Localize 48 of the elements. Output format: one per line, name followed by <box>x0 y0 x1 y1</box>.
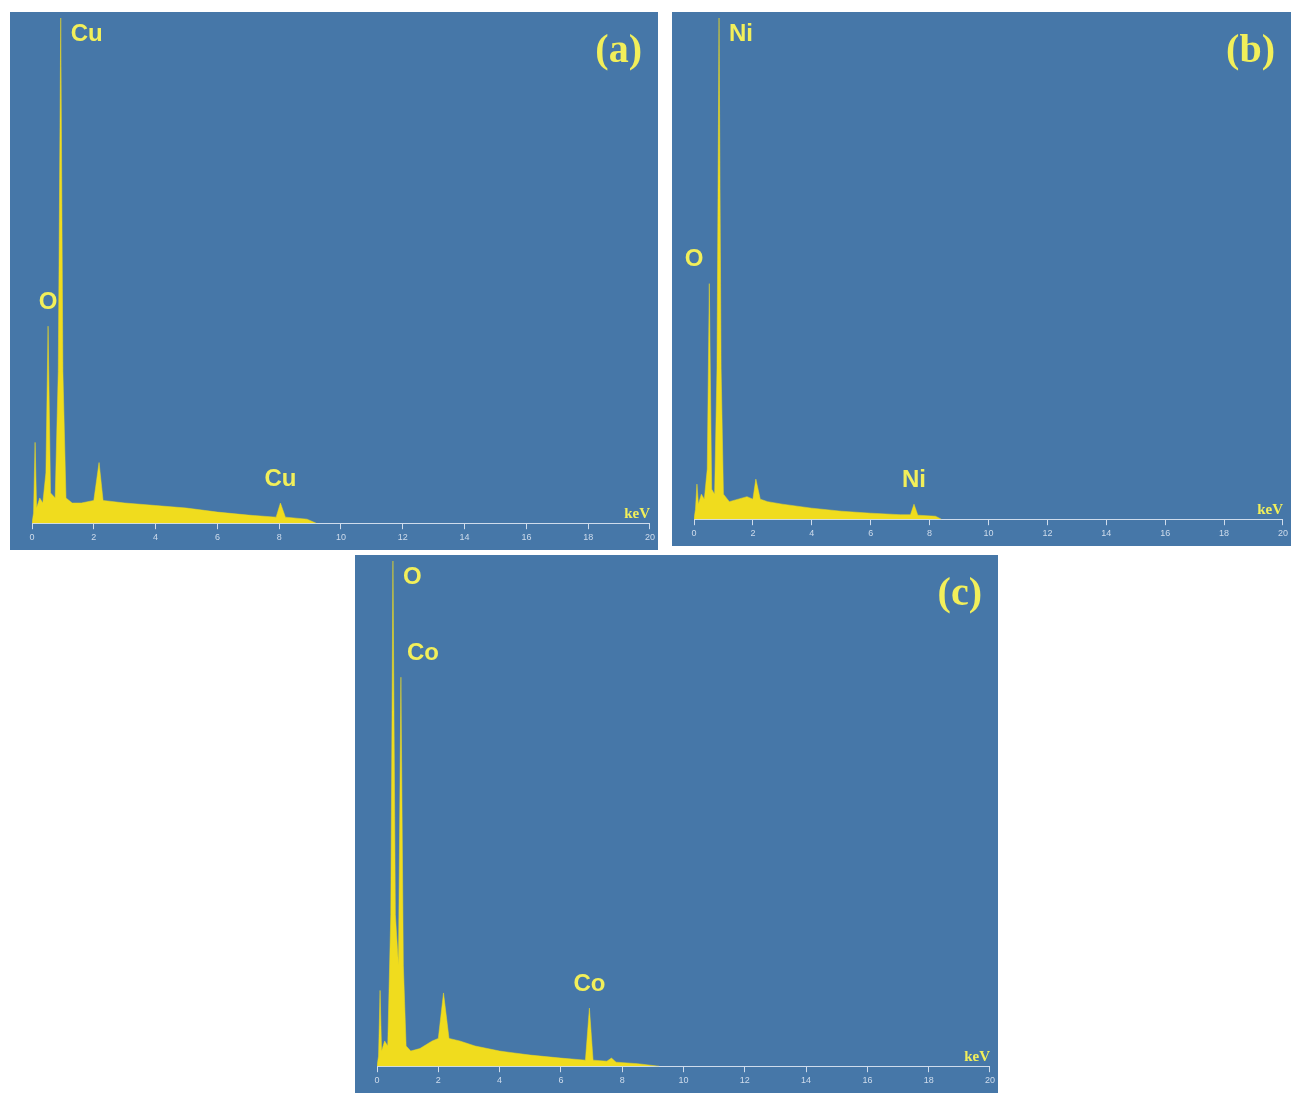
annotation: O <box>38 286 58 314</box>
annotation: Co <box>573 968 606 996</box>
x-tick-label: 12 <box>739 1075 750 1086</box>
x-tick-label: 18 <box>923 1075 934 1086</box>
annotation: O <box>684 244 704 272</box>
x-tick-label: 6 <box>214 532 220 543</box>
x-tick-label: 16 <box>521 532 532 543</box>
x-tick-label: 14 <box>459 532 470 543</box>
x-tick-label: 20 <box>984 1075 995 1086</box>
annotation: Co <box>406 637 439 665</box>
x-tick-label: 20 <box>1277 528 1288 539</box>
x-tick-label: 8 <box>276 532 282 543</box>
x-tick-label: 0 <box>29 532 35 543</box>
annotation: Cu <box>264 463 297 491</box>
x-tick-label: 18 <box>1219 528 1230 539</box>
x-tick-label: 0 <box>374 1075 380 1086</box>
x-tick-label: 12 <box>397 532 408 543</box>
x-tick-label: 16 <box>862 1075 873 1086</box>
chart-title: (a) <box>595 26 642 72</box>
x-tick-label: 10 <box>335 532 347 543</box>
x-tick-label: 8 <box>927 528 933 539</box>
x-tick-label: 4 <box>153 532 159 543</box>
x-tick-label: 18 <box>583 532 594 543</box>
x-tick-label: 4 <box>497 1075 503 1086</box>
annotation: Ni <box>729 18 754 46</box>
x-axis-title: keV <box>624 504 651 521</box>
x-axis-title: keV <box>1257 500 1284 517</box>
annotation: Cu <box>70 18 103 46</box>
x-axis-title: keV <box>964 1047 991 1064</box>
annotation: Ni <box>901 464 926 492</box>
x-tick-label: 10 <box>983 528 994 539</box>
x-tick-label: 6 <box>868 528 874 539</box>
x-tick-label: 2 <box>435 1075 441 1086</box>
annotation: O <box>402 561 422 589</box>
x-tick-label: 6 <box>558 1075 564 1086</box>
x-tick-label: 8 <box>619 1075 625 1086</box>
x-tick-label: 14 <box>801 1075 812 1086</box>
x-tick-label: 20 <box>644 532 655 543</box>
x-tick-label: 4 <box>809 528 815 539</box>
x-tick-label: 10 <box>678 1075 689 1086</box>
x-tick-label: 16 <box>1160 528 1171 539</box>
x-tick-label: 2 <box>91 532 97 543</box>
x-tick-label: 14 <box>1101 528 1112 539</box>
chart-title: (c) <box>937 569 982 615</box>
x-tick-label: 0 <box>691 528 697 539</box>
x-tick-label: 12 <box>1042 528 1053 539</box>
x-tick-label: 2 <box>750 528 756 539</box>
chart-title: (b) <box>1226 26 1275 72</box>
